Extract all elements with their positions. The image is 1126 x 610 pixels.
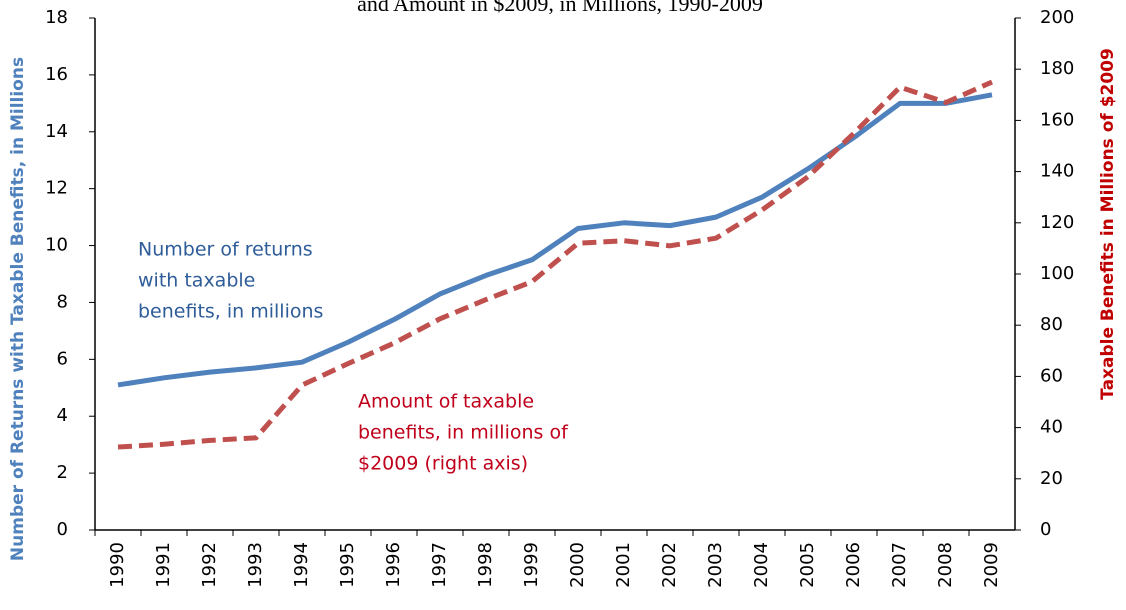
annotation: Number of returns: [138, 239, 313, 261]
y2-tick-label: 0: [1040, 519, 1051, 540]
x-tick-label: 2004: [751, 542, 772, 588]
x-tick-label: 1993: [245, 542, 266, 588]
annotation: Amount of taxable: [358, 391, 534, 413]
x-tick-label: 1991: [153, 542, 174, 588]
y-tick-label: 0: [57, 519, 68, 540]
x-tick-label: 2003: [705, 542, 726, 588]
x-tick-label: 1999: [521, 542, 542, 588]
chart-title: and Amount in $2009, in Millions, 1990-2…: [357, 0, 763, 16]
annotation: benefits, in millions: [138, 301, 323, 323]
x-tick-label: 1996: [383, 542, 404, 588]
y2-tick-label: 140: [1040, 161, 1074, 182]
x-tick-label: 1998: [475, 542, 496, 588]
x-tick-label: 1990: [107, 542, 128, 588]
x-tick-label: 1992: [199, 542, 220, 588]
annotation: benefits, in millions of: [358, 422, 569, 444]
y-axis-label: Number of Returns with Taxable Benefits,…: [8, 57, 28, 561]
y2-tick-label: 20: [1040, 468, 1063, 489]
x-tick-label: 2002: [659, 542, 680, 588]
y2-tick-label: 40: [1040, 417, 1063, 438]
annotation: $2009 (right axis): [358, 453, 528, 475]
x-tick-label: 2007: [889, 542, 910, 588]
y2-tick-label: 60: [1040, 365, 1063, 386]
series-line: [117, 79, 994, 450]
y2-axis-label: Taxable Benefits in Millions of $2009: [1098, 48, 1118, 400]
x-tick-label: 2001: [613, 542, 634, 588]
y2-tick-label: 80: [1040, 314, 1063, 335]
annotation: with taxable: [138, 270, 255, 292]
x-tick-label: 2008: [935, 542, 956, 588]
y-tick-label: 14: [45, 121, 68, 142]
y-tick-label: 4: [57, 405, 68, 426]
x-tick-label: 2000: [567, 542, 588, 588]
x-tick-label: 2005: [797, 542, 818, 588]
y2-tick-label: 180: [1040, 58, 1074, 79]
y-tick-label: 18: [45, 7, 68, 28]
y-tick-label: 12: [45, 178, 68, 199]
y-tick-label: 2: [57, 462, 68, 483]
y2-tick-label: 200: [1040, 7, 1074, 28]
y2-tick-label: 160: [1040, 109, 1074, 130]
x-tick-label: 2009: [981, 542, 1002, 588]
x-tick-label: 1997: [429, 542, 450, 588]
y2-tick-label: 120: [1040, 212, 1074, 233]
y2-tick-label: 100: [1040, 263, 1074, 284]
x-tick-label: 2006: [843, 542, 864, 588]
x-tick-label: 1995: [337, 542, 358, 588]
y-tick-label: 8: [57, 291, 68, 312]
y-tick-label: 6: [57, 348, 68, 369]
y-tick-label: 16: [45, 64, 68, 85]
x-tick-label: 1994: [291, 542, 312, 588]
y-tick-label: 10: [45, 235, 68, 256]
